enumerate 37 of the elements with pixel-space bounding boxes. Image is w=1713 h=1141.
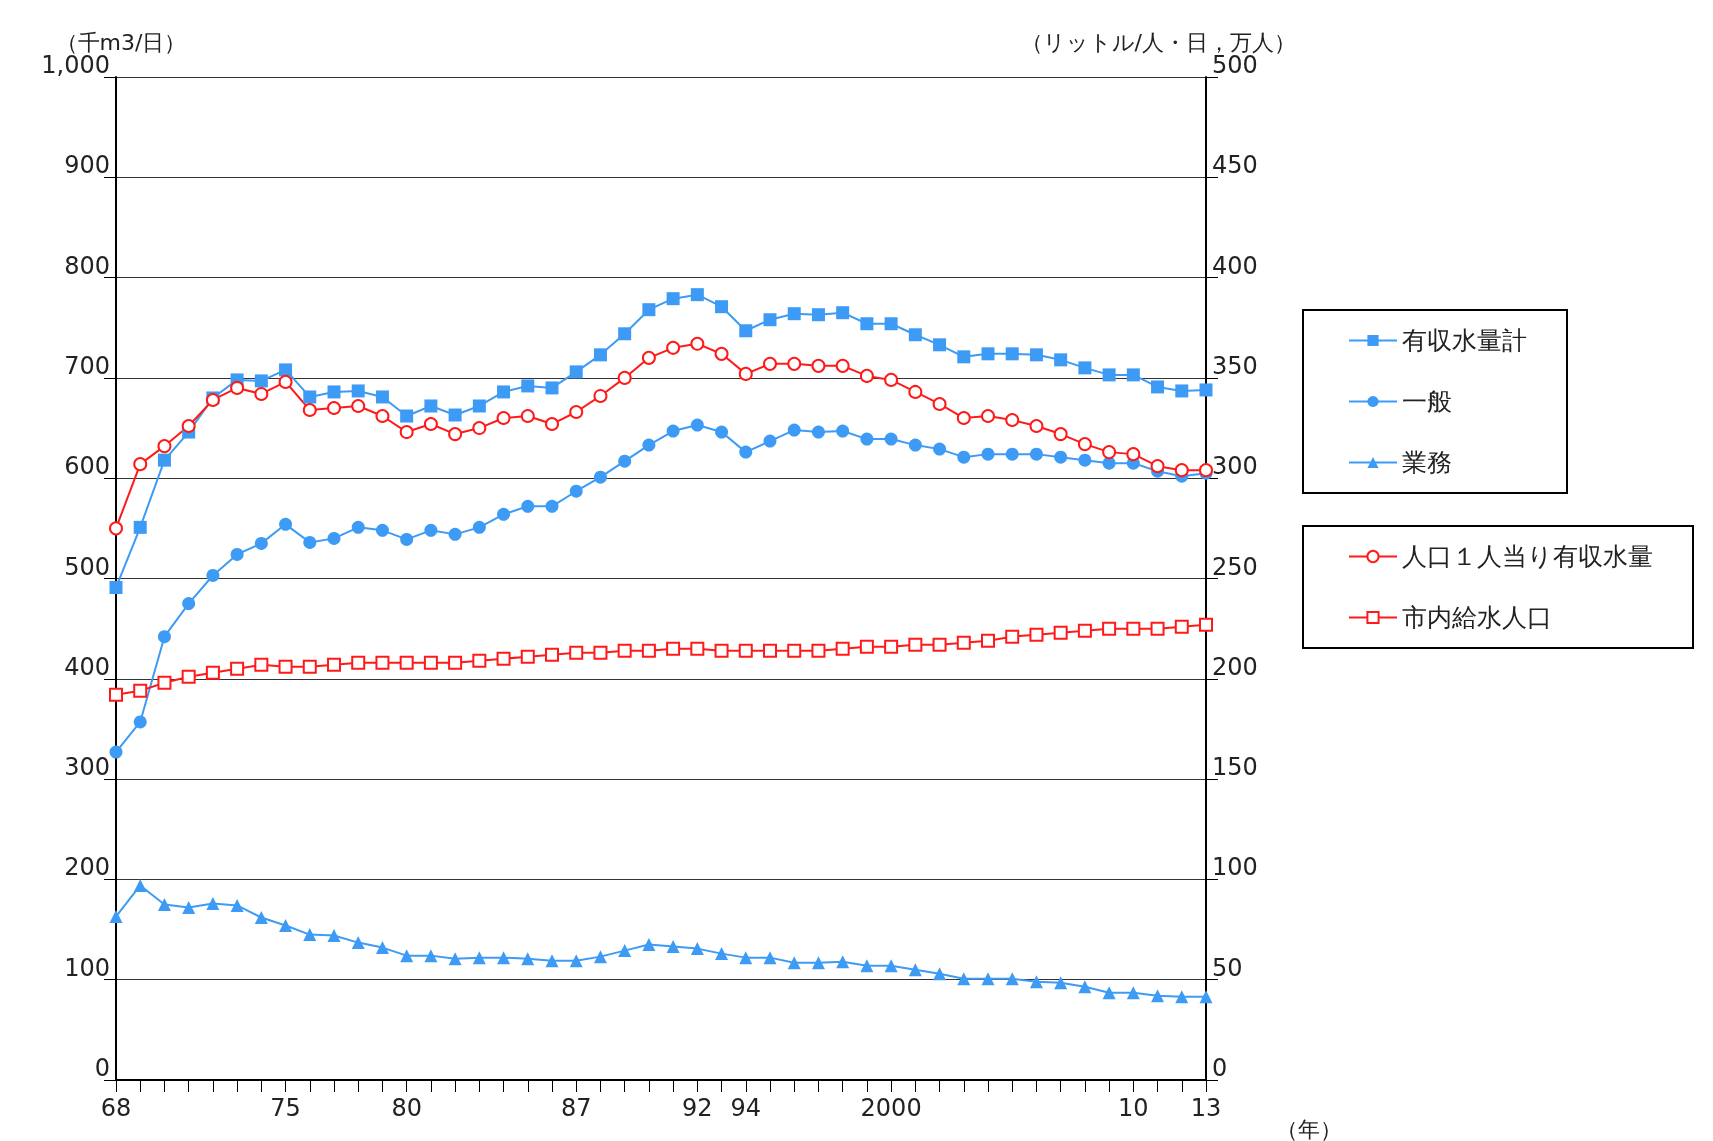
legend-label: 有収水量計 <box>1402 326 1527 355</box>
x-tick-label: 2000 <box>860 1094 922 1122</box>
legend-label: 業務 <box>1402 448 1452 477</box>
y2-tick-label: 450 <box>1212 151 1258 180</box>
y-tick-label: 700 <box>64 351 110 380</box>
y2-tick-label: 250 <box>1212 552 1258 581</box>
x-tick-label: 92 <box>682 1094 713 1122</box>
x-tick-label: 10 <box>1118 1094 1149 1122</box>
x-tick-label: 94 <box>730 1094 762 1122</box>
y2-tick-label: 300 <box>1212 452 1258 481</box>
y2-axis-title: （リットル/人・日，万人） <box>1020 29 1296 55</box>
y-tick-label: 800 <box>64 251 110 280</box>
y-tick-label: 0 <box>94 1054 110 1082</box>
y-tick-label: 500 <box>64 552 110 581</box>
y-tick-label: 200 <box>64 853 110 882</box>
y2-tick-label: 350 <box>1212 351 1258 380</box>
y-tick-label: 100 <box>64 953 110 982</box>
y-tick-label: 600 <box>64 452 110 481</box>
legend-label: 一般 <box>1402 387 1452 416</box>
x-tick-label: 68 <box>100 1094 132 1122</box>
x-axis-title: （年） <box>1276 1116 1342 1141</box>
legend-label: 人口１人当り有収水量 <box>1402 542 1653 571</box>
legend-label: 市内給水人口 <box>1402 603 1552 632</box>
y-axis-title: （千m3/日） <box>55 29 187 55</box>
y2-tick-label: 150 <box>1212 753 1258 782</box>
y2-tick-label: 0 <box>1212 1054 1228 1082</box>
x-tick-label: 87 <box>560 1094 592 1122</box>
y2-tick-label: 400 <box>1212 251 1258 280</box>
y-tick-label: 900 <box>64 151 110 180</box>
y2-tick-label: 50 <box>1212 953 1243 982</box>
x-tick-label: 75 <box>270 1094 301 1122</box>
x-tick-label: 80 <box>391 1094 422 1122</box>
x-tick-label: 13 <box>1190 1094 1222 1122</box>
y2-tick-label: 100 <box>1212 853 1258 882</box>
y-tick-label: 300 <box>64 753 110 782</box>
y-tick-label: 400 <box>64 652 110 681</box>
y2-tick-label: 200 <box>1212 652 1258 681</box>
